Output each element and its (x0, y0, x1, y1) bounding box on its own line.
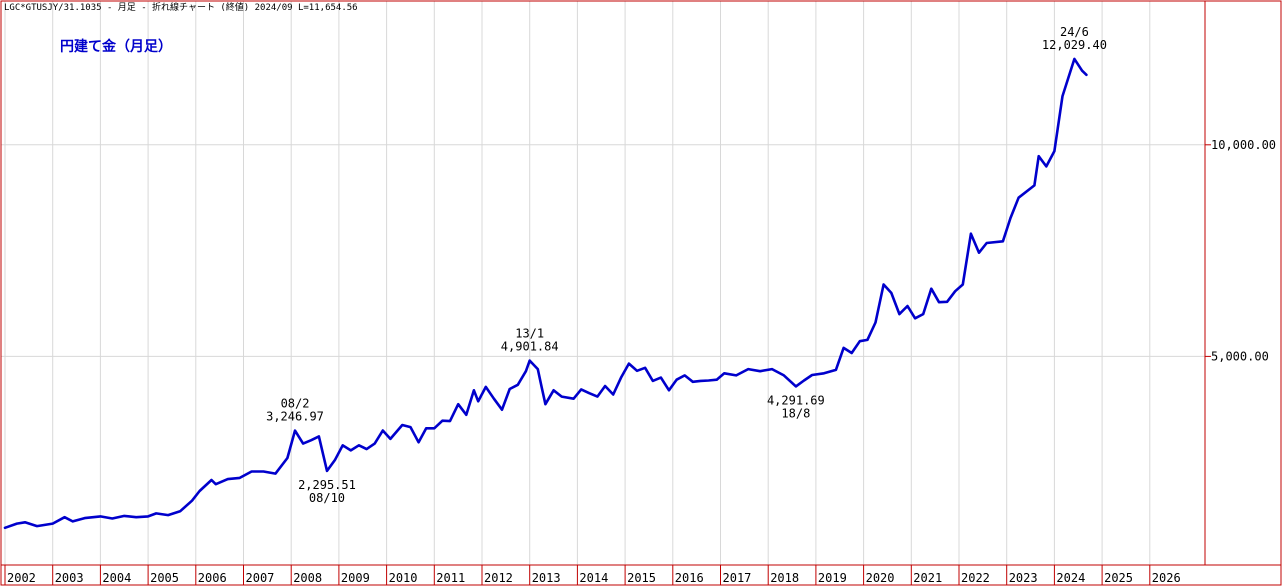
annotation-label: 4,291.69 (767, 393, 825, 407)
x-tick-label: 2020 (866, 571, 895, 585)
x-tick-label: 2015 (627, 571, 656, 585)
annotation-label: 13/1 (515, 327, 544, 341)
x-tick-label: 2006 (198, 571, 227, 585)
x-tick-label: 2013 (532, 571, 561, 585)
chart-header: LGC*GTUSJY/31.1035 - 月足 - 折れ線チャート (終値) 2… (4, 1, 358, 13)
x-tick-label: 2012 (484, 571, 513, 585)
annotation-label: 24/6 (1060, 25, 1089, 39)
x-tick-label: 2021 (913, 571, 942, 585)
annotation-label: 4,901.84 (501, 340, 559, 354)
x-tick-label: 2009 (341, 571, 370, 585)
x-ticks: 2002 2003 2004 2005 2006 2007 2008 2009 2010 2011… (7, 571, 1181, 585)
annotation-label: 08/10 (309, 491, 345, 505)
x-tick-label: 2019 (818, 571, 847, 585)
x-tick-label: 2018 (770, 571, 799, 585)
x-tick-label: 2023 (1009, 571, 1038, 585)
annotation-label: 18/8 (781, 406, 810, 420)
x-tick-label: 2025 (1104, 571, 1133, 585)
x-tick-label: 2022 (961, 571, 990, 585)
x-tick-label: 2026 (1152, 571, 1181, 585)
x-tick-label: 2010 (389, 571, 418, 585)
y-tick-label: 5,000.00 (1211, 349, 1269, 363)
x-tick-label: 2014 (579, 571, 608, 585)
annotation-label: 12,029.40 (1042, 38, 1107, 52)
series-line (3, 57, 1088, 530)
y-tick-label: 10,000.00 (1211, 138, 1276, 152)
annotation-label: 3,246.97 (266, 410, 324, 424)
y-ticks: 5,000.00 10,000.00 (1205, 138, 1276, 363)
x-tick-label: 2003 (55, 571, 84, 585)
year-dividers (4, 565, 1151, 585)
x-tick-label: 2017 (723, 571, 752, 585)
x-tick-label: 2004 (102, 571, 131, 585)
x-tick-label: 2024 (1056, 571, 1085, 585)
grid-lines (1, 1, 1205, 565)
chart-title: 円建て金（月足） (60, 38, 172, 55)
x-tick-label: 2011 (436, 571, 465, 585)
x-tick-label: 2005 (150, 571, 179, 585)
annotation-label: 08/2 (281, 397, 310, 411)
x-tick-label: 2002 (7, 571, 36, 585)
x-tick-label: 2016 (675, 571, 704, 585)
x-tick-label: 2008 (293, 571, 322, 585)
x-tick-label: 2007 (246, 571, 275, 585)
annotation-label: 2,295.51 (298, 478, 356, 492)
